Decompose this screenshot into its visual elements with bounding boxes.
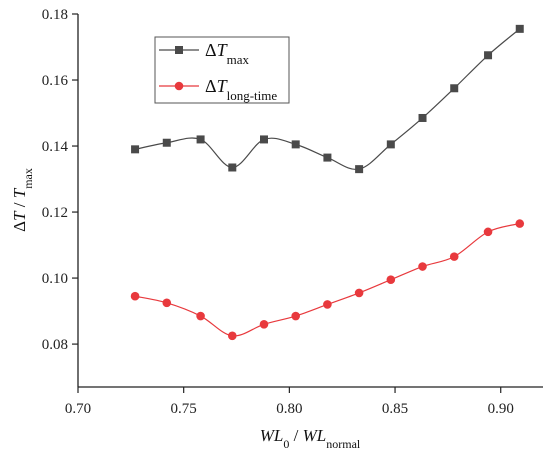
y-tick-label: 0.16 — [42, 73, 69, 89]
data-point — [259, 319, 269, 329]
data-point — [386, 275, 396, 285]
y-tick-label: 0.14 — [42, 139, 69, 155]
y-tick-label: 0.12 — [42, 205, 68, 221]
axis-ticks: 0.70 0.75 0.80 0.85 0.90 0.08 0.10 0.12 0.14 0.16… — [42, 7, 514, 417]
x-axis-label: WL0 / WLnormal — [260, 426, 361, 451]
data-point — [354, 288, 364, 298]
data-point — [196, 135, 205, 144]
data-point — [449, 252, 459, 261]
x-tick-label: 0.75 — [171, 401, 197, 417]
data-point — [323, 300, 332, 309]
data-point — [515, 219, 525, 228]
data-point — [355, 165, 364, 174]
data-point — [162, 138, 171, 147]
data-point — [130, 291, 140, 301]
data-point — [228, 163, 237, 172]
legend-label: ΔTmax — [205, 40, 249, 67]
data-point — [418, 113, 427, 122]
legend: ΔTmax ΔTlong-time — [154, 36, 290, 104]
data-point — [323, 153, 332, 162]
data-point — [227, 331, 237, 341]
y-tick-label: 0.10 — [42, 271, 68, 287]
axes-frame — [77, 14, 543, 388]
data-point — [386, 140, 395, 149]
series-dt-max — [131, 24, 524, 174]
x-tick-label: 0.80 — [276, 401, 302, 417]
x-tick-label: 0.70 — [65, 401, 91, 417]
y-axis-label: ΔT / Tmax — [10, 168, 35, 232]
data-point — [291, 311, 301, 321]
data-point — [418, 262, 427, 271]
y-tick-label: 0.08 — [42, 337, 68, 353]
data-point — [484, 51, 493, 60]
data-point — [162, 298, 172, 308]
data-point — [260, 135, 268, 144]
data-point — [131, 145, 140, 154]
data-point — [483, 227, 493, 237]
data-point — [450, 84, 459, 93]
series-layer — [130, 24, 525, 341]
data-point — [196, 311, 205, 321]
x-tick-label: 0.90 — [488, 401, 514, 417]
legend-label: ΔTlong-time — [205, 76, 277, 103]
y-tick-label: 0.18 — [42, 7, 68, 23]
series-dt-long-time — [130, 219, 525, 341]
x-tick-label: 0.85 — [382, 401, 408, 417]
data-point — [515, 24, 524, 33]
series-line — [134, 223, 520, 337]
legend-marker — [174, 81, 184, 91]
data-point — [291, 140, 300, 149]
legend-marker — [175, 46, 183, 54]
